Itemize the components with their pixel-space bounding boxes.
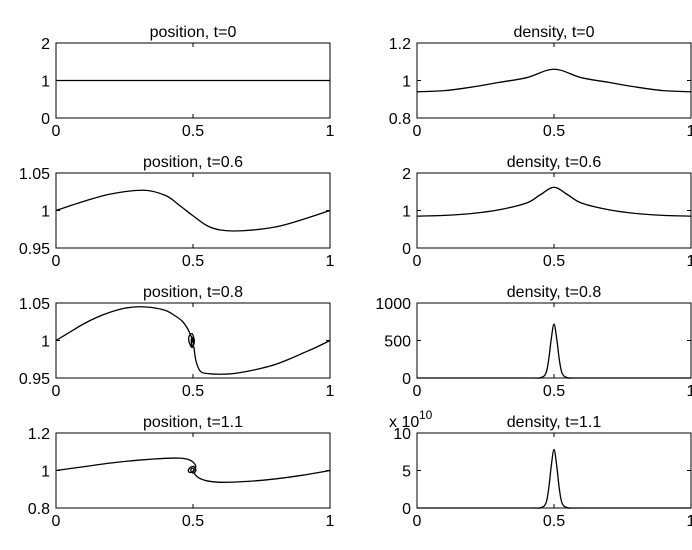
x-tick-label: 0: [413, 123, 422, 140]
data-line: [416, 448, 692, 509]
y-tick-label: 10: [393, 426, 411, 443]
panel-4: density, t=0.6 0 0.5 1 0 1 2: [402, 154, 692, 270]
x-tick-label: 0.5: [182, 383, 204, 400]
x-tick-label: 0.5: [543, 513, 565, 530]
y-scale-label: x 10: [389, 414, 419, 431]
y-tick-label: 5: [402, 464, 411, 481]
y-tick-label: 0.95: [19, 371, 50, 388]
y-tick-label: 0: [402, 241, 411, 258]
y-tick-label: 0: [41, 111, 50, 128]
data-line-branch: [193, 469, 331, 483]
x-tick-label: 1: [326, 513, 335, 530]
chart-title: position, t=1.1: [143, 414, 243, 431]
y-tick-label: 0.8: [28, 501, 50, 518]
y-tick-label: 0.8: [389, 111, 411, 128]
panel-7: position, t=1.1 0 0.5 1 0.8 1 1.2: [28, 414, 335, 530]
data-line: [55, 457, 197, 474]
x-tick-label: 1: [687, 123, 692, 140]
chart-title: density, t=0.6: [507, 154, 602, 171]
x-tick-label: 0: [52, 383, 61, 400]
x-tick-label: 0.5: [543, 383, 565, 400]
y-tick-label: 2: [402, 166, 411, 183]
data-line: [55, 189, 331, 232]
panel-5: position, t=0.8 0 0.5 1 0.95 1 1.05: [19, 284, 335, 400]
chart-title: position, t=0.8: [143, 284, 243, 301]
chart-title: density, t=1.1: [507, 414, 602, 431]
y-scale-exponent: 10: [419, 408, 433, 422]
y-tick-label: 1.2: [28, 426, 50, 443]
x-tick-label: 1: [326, 123, 335, 140]
y-tick-label: 0: [402, 371, 411, 388]
x-tick-label: 0.5: [182, 513, 204, 530]
x-tick-label: 1: [326, 383, 335, 400]
y-tick-label: 1: [41, 334, 50, 351]
plot-frame: [416, 42, 692, 119]
y-tick-label: 0.95: [19, 241, 50, 258]
plot-frame: [416, 172, 692, 249]
x-tick-label: 0.5: [543, 253, 565, 270]
y-tick-label: 1: [41, 74, 50, 91]
y-tick-label: 1: [41, 464, 50, 481]
x-tick-label: 1: [687, 513, 692, 530]
x-tick-label: 0: [52, 253, 61, 270]
data-line: [416, 323, 692, 379]
x-tick-label: 1: [687, 383, 692, 400]
x-tick-label: 1: [687, 253, 692, 270]
y-tick-label: 1: [402, 204, 411, 221]
panel-3: position, t=0.6 0 0.5 1 0.95 1 1.05: [19, 154, 335, 270]
y-tick-label: 1: [41, 204, 50, 221]
y-tick-label: 1: [402, 74, 411, 91]
x-tick-label: 0: [52, 123, 61, 140]
plot-frame: [416, 302, 692, 379]
x-tick-label: 0: [413, 513, 422, 530]
panel-1: position, t=0 0 0.5 1 0 1 2: [41, 24, 334, 140]
x-tick-label: 1: [326, 253, 335, 270]
x-tick-label: 0.5: [182, 253, 204, 270]
plot-frame: [55, 172, 331, 249]
x-tick-label: 0: [413, 383, 422, 400]
y-tick-label: 1.05: [19, 166, 50, 183]
y-tick-label: 2: [41, 36, 50, 53]
y-tick-label: 1000: [375, 296, 411, 313]
data-line: [55, 306, 196, 349]
x-tick-label: 0: [52, 513, 61, 530]
data-line-branch: [193, 339, 331, 375]
y-tick-label: 1.05: [19, 296, 50, 313]
chart-title: density, t=0.8: [507, 284, 602, 301]
y-tick-label: 1.2: [389, 36, 411, 53]
panel-2: density, t=0 0 0.5 1 0.8 1 1.2: [389, 24, 692, 140]
data-line: [416, 68, 692, 93]
panel-6: density, t=0.8 0 0.5 1 0 500 1000: [375, 284, 692, 400]
x-tick-label: 0.5: [182, 123, 204, 140]
chart-title: position, t=0: [150, 24, 237, 41]
x-tick-label: 0: [413, 253, 422, 270]
plot-frame: [416, 432, 692, 509]
chart-title: position, t=0.6: [143, 154, 243, 171]
data-line: [416, 186, 692, 217]
chart-title: density, t=0: [513, 24, 594, 41]
x-tick-label: 0.5: [543, 123, 565, 140]
y-tick-label: 500: [384, 334, 411, 351]
y-tick-label: 0: [402, 501, 411, 518]
